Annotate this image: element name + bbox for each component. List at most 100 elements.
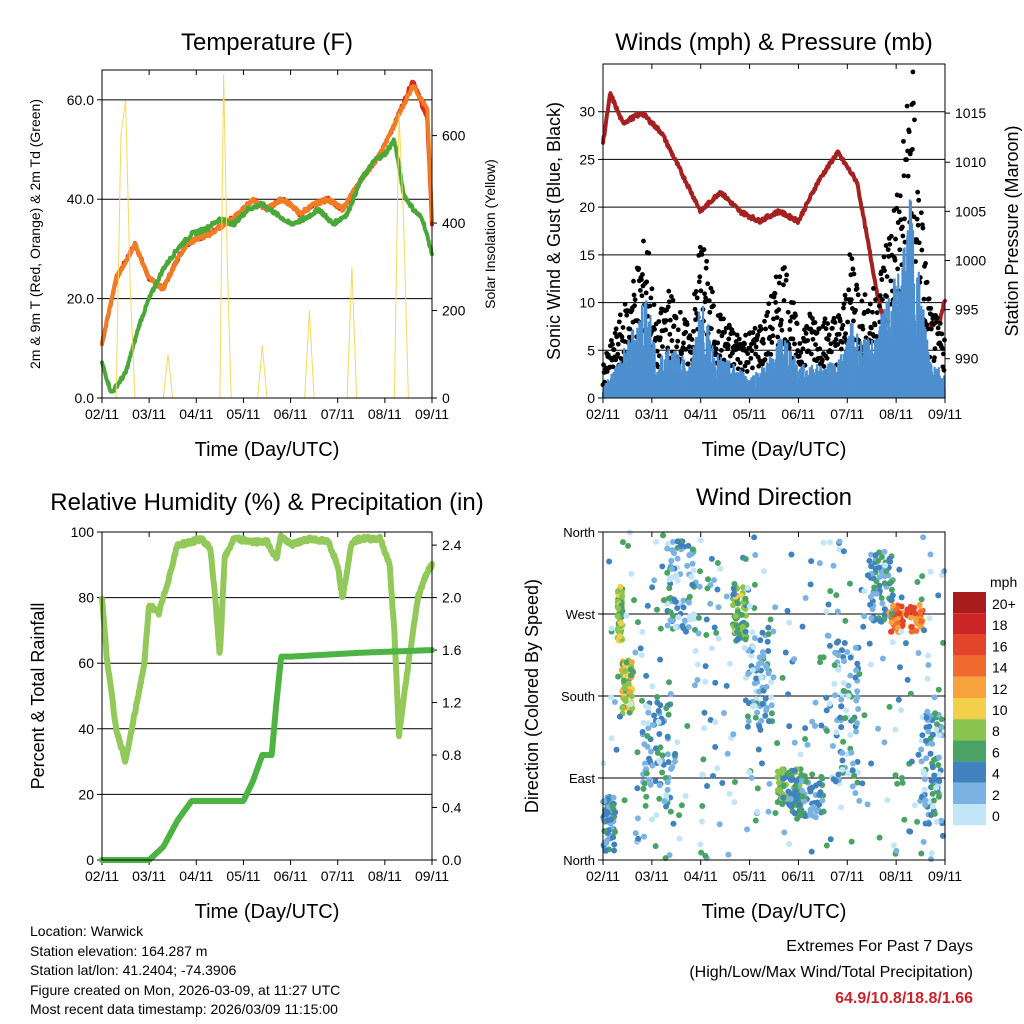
direction-point [807,581,814,588]
direction-point [651,577,658,584]
direction-point [888,597,895,604]
9m-t-line [100,84,434,347]
direction-point [929,731,936,738]
direction-point [820,808,827,815]
gust-point [667,331,673,337]
y2-tick-label: 1005 [955,203,986,219]
direction-point [668,557,675,564]
direction-point [876,582,883,589]
gust-point [848,297,854,303]
gust-point [855,292,861,298]
direction-point [667,617,674,624]
solar-insolation-line [115,74,409,399]
x-tick-label: 02/11 [586,868,620,884]
direction-point [754,785,761,792]
direction-point [853,728,860,735]
gust-point [941,367,947,373]
direction-point [734,636,741,643]
gust-point [730,350,735,356]
direction-point [621,667,628,674]
gust-point [779,327,785,333]
x-tick-label: 03/11 [132,868,166,884]
direction-point [765,631,772,638]
direction-point [710,772,717,779]
wind-bar [753,375,756,398]
gust-point [854,286,860,291]
gust-point [928,305,934,311]
direction-point [931,694,938,701]
gust-point [617,312,623,318]
gust-point [684,322,690,327]
direction-point [881,548,888,555]
gust-point [828,341,834,347]
direction-point [635,835,642,842]
direction-point [898,774,905,781]
gust-point [771,316,776,322]
direction-point [785,788,792,795]
direction-point [657,656,664,663]
direction-point [730,591,737,598]
colorbar-swatch [953,804,986,826]
direction-point [781,775,788,782]
direction-point [861,588,868,595]
direction-point [923,714,930,721]
gust-point [832,320,838,325]
direction-point [634,619,641,626]
gust-point [624,312,630,318]
direction-point [928,850,935,857]
direction-point [908,628,915,635]
direction-point [765,647,772,654]
direction-point [935,686,942,693]
direction-point [898,603,905,610]
direction-point [911,610,918,617]
y2-tick-label: 600 [442,128,466,144]
gust-point [851,318,856,324]
direction-point [712,718,719,725]
direction-point [768,710,775,717]
gust-point [644,279,650,285]
direction-point [621,677,628,684]
y-tick-label: 20 [78,786,94,802]
direction-point [734,600,741,607]
gust-point [935,325,941,331]
gust-point [705,281,711,287]
direction-point [819,775,826,782]
gust-point [836,331,842,337]
colorbar-swatch [953,655,986,677]
direction-point [853,697,860,704]
direction-point [689,581,696,588]
direction-point [746,603,753,610]
direction-point [639,628,646,635]
direction-point [924,675,931,682]
direction-point [656,759,663,766]
direction-point [921,627,928,634]
direction-point [845,682,852,689]
gust-point [882,268,887,274]
direction-point [768,694,775,701]
gust-point [843,331,848,336]
direction-point [758,674,765,681]
gust-point [660,344,665,350]
direction-point [919,732,926,739]
info-elevation: Station elevation: 164.287 m [30,942,208,959]
gust-point [920,225,926,231]
direction-point [888,578,895,585]
direction-point [606,558,613,565]
direction-point [664,779,671,786]
colorbar-swatch [953,740,986,762]
direction-point [749,703,756,710]
gust-point [872,322,878,328]
gust-point [849,256,855,262]
plot-area [99,532,435,863]
direction-point [817,659,824,666]
gust-point [761,340,766,346]
x-tick-label: 09/11 [415,868,449,884]
gust-point [939,331,945,337]
y-tick-label: 60.0 [67,92,94,108]
direction-point [933,784,940,791]
direction-point [774,740,781,747]
temperature-panel: Temperature (F) 0.0 20.0 40.0 60.0 0 200 400 600… [27,29,498,461]
gust-point [648,295,654,301]
gust-point [658,310,664,316]
direction-point [838,696,845,703]
